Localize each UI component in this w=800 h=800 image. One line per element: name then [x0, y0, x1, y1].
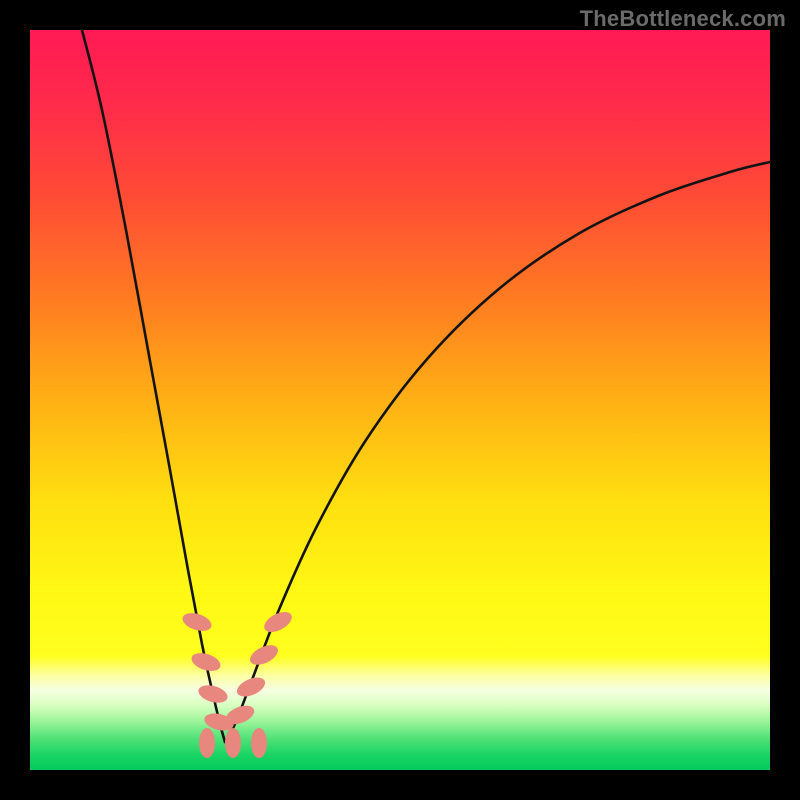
data-marker [225, 728, 241, 758]
watermark-text: TheBottleneck.com [580, 6, 786, 32]
data-marker [199, 728, 215, 758]
plot-background [30, 30, 770, 770]
chart-container: TheBottleneck.com [0, 0, 800, 800]
bottleneck-chart [0, 0, 800, 800]
data-marker [251, 728, 267, 758]
